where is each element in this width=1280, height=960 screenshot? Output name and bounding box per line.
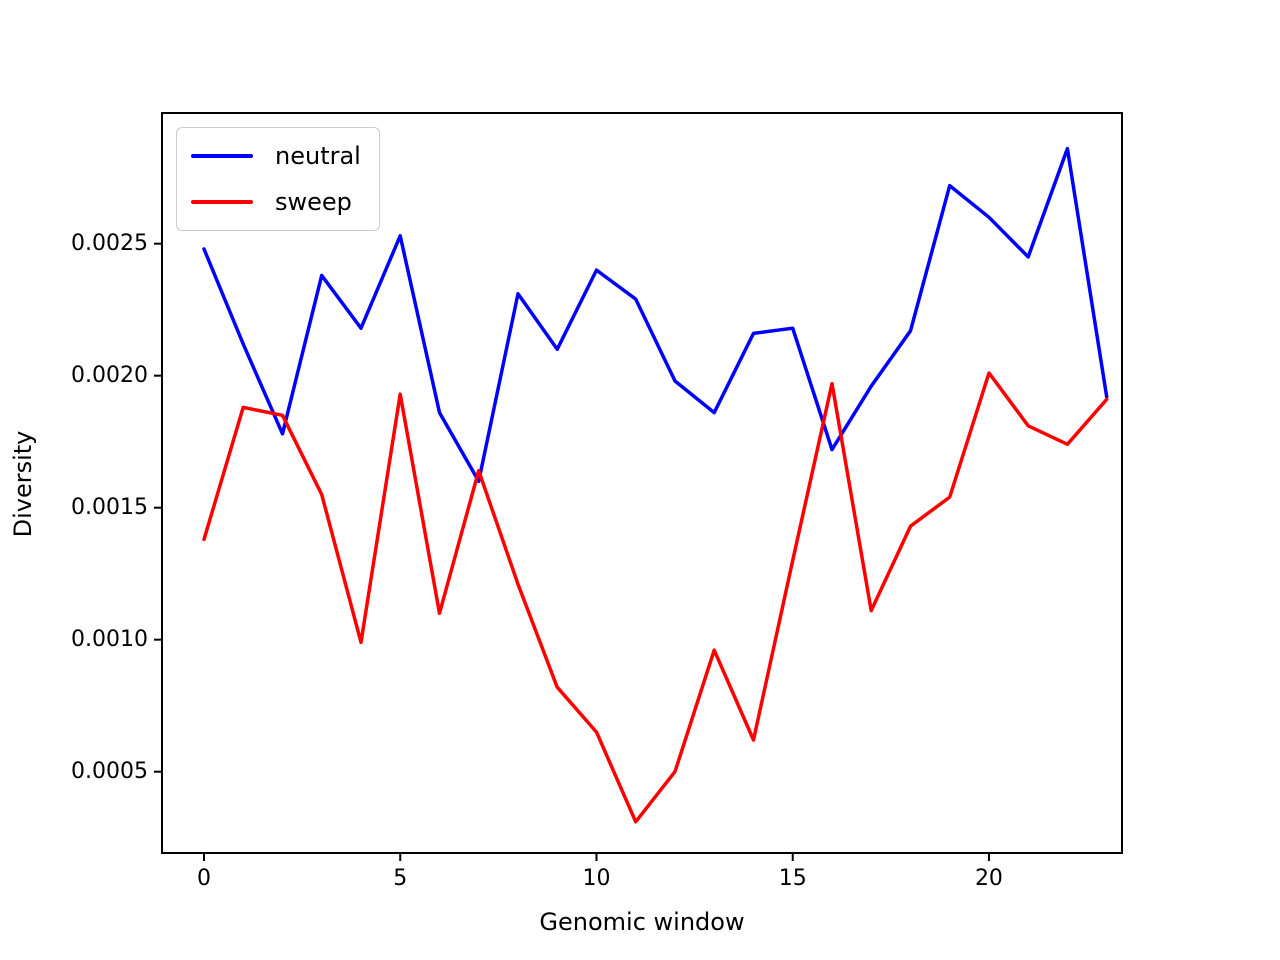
y-axis-tick-label: 0.0015 — [71, 494, 148, 520]
x-axis-tick-label: 10 — [582, 866, 611, 891]
y-axis-label: Diversity — [9, 430, 37, 538]
y-axis-tick-label: 0.0020 — [71, 362, 148, 388]
legend-label-neutral: neutral — [275, 142, 361, 170]
x-axis-tick-label: 20 — [974, 866, 1003, 891]
legend-entry-neutral: neutral — [191, 136, 361, 176]
legend: neutral sweep — [176, 127, 380, 231]
sweep-line — [202, 371, 1109, 824]
x-axis-label: Genomic window — [539, 908, 745, 936]
legend-label-sweep: sweep — [275, 188, 352, 216]
y-axis-tick-label: 0.0005 — [71, 758, 148, 784]
axes-spines — [161, 112, 1123, 854]
sweep-line-swatch — [191, 200, 253, 204]
y-axis-tick-label: 0.0025 — [71, 230, 148, 256]
x-axis-tick-label: 15 — [778, 866, 807, 891]
neutral-line-swatch — [191, 154, 253, 158]
x-axis-tick-label: 0 — [196, 866, 211, 891]
y-axis-tick-label: 0.0010 — [71, 626, 148, 652]
neutral-line — [202, 146, 1109, 484]
legend-entry-sweep: sweep — [191, 182, 361, 222]
x-axis-tick-label: 5 — [393, 866, 408, 891]
